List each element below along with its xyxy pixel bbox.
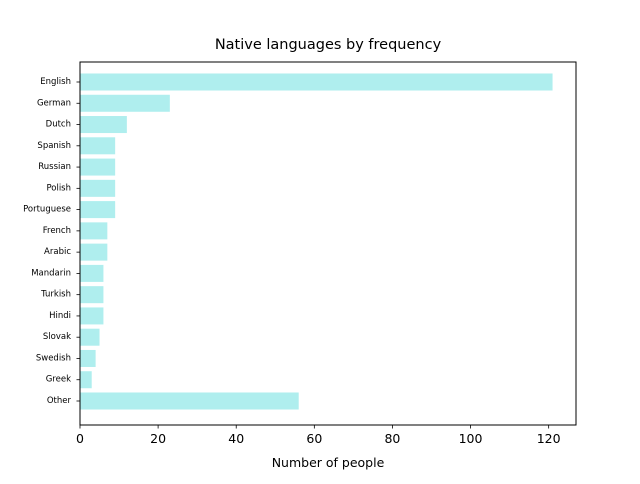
bar-dutch <box>80 116 127 134</box>
x-tick-label-20: 20 <box>150 431 166 446</box>
y-tick-label-swedish: Swedish <box>36 353 71 363</box>
bar-turkish <box>80 286 104 304</box>
bar-french <box>80 222 108 240</box>
bar-swedish <box>80 349 96 367</box>
x-tick-label-60: 60 <box>306 431 322 446</box>
bar-polish <box>80 179 116 197</box>
bar-english <box>80 73 553 91</box>
bar-russian <box>80 158 116 176</box>
plot-frame <box>79 61 577 426</box>
x-tick-label-0: 0 <box>76 431 84 446</box>
y-tick-label-greek: Greek <box>46 375 71 385</box>
y-tick-label-french: French <box>43 226 71 236</box>
y-tick-label-turkish: Turkish <box>40 290 71 300</box>
bar-portuguese <box>80 201 116 219</box>
bar-mandarin <box>80 264 104 282</box>
bar-spanish <box>80 137 116 155</box>
y-tick-label-other: Other <box>47 396 72 406</box>
bar-arabic <box>80 243 108 261</box>
x-tick-label-40: 40 <box>228 431 244 446</box>
y-tick-label-english: English <box>40 77 71 87</box>
y-tick-label-dutch: Dutch <box>46 120 71 130</box>
y-tick-label-slovak: Slovak <box>43 332 71 342</box>
bar-greek <box>80 371 92 389</box>
y-tick-label-polish: Polish <box>46 183 71 193</box>
bars-group <box>80 73 553 410</box>
y-tick-label-mandarin: Mandarin <box>31 268 71 278</box>
bar-german <box>80 94 170 112</box>
y-tick-label-arabic: Arabic <box>44 247 71 257</box>
x-tick-label-120: 120 <box>537 431 561 446</box>
y-tick-label-russian: Russian <box>38 162 71 172</box>
y-tick-label-hindi: Hindi <box>49 311 71 321</box>
y-tick-label-german: German <box>37 98 71 108</box>
chart-title: Native languages by frequency <box>215 37 442 53</box>
x-tick-label-80: 80 <box>384 431 400 446</box>
bar-other <box>80 392 299 410</box>
x-tick-label-100: 100 <box>459 431 483 446</box>
x-axis-ticks: 0 20 40 60 80 100 120 <box>76 425 561 446</box>
y-axis-ticks: English German Dutch Spanish Russian Polish Po… <box>23 77 80 406</box>
bar-hindi <box>80 307 104 325</box>
x-axis-label: Number of people <box>272 455 385 470</box>
bar-slovak <box>80 328 100 346</box>
y-tick-label-spanish: Spanish <box>37 141 71 151</box>
y-tick-label-portuguese: Portuguese <box>23 205 71 215</box>
